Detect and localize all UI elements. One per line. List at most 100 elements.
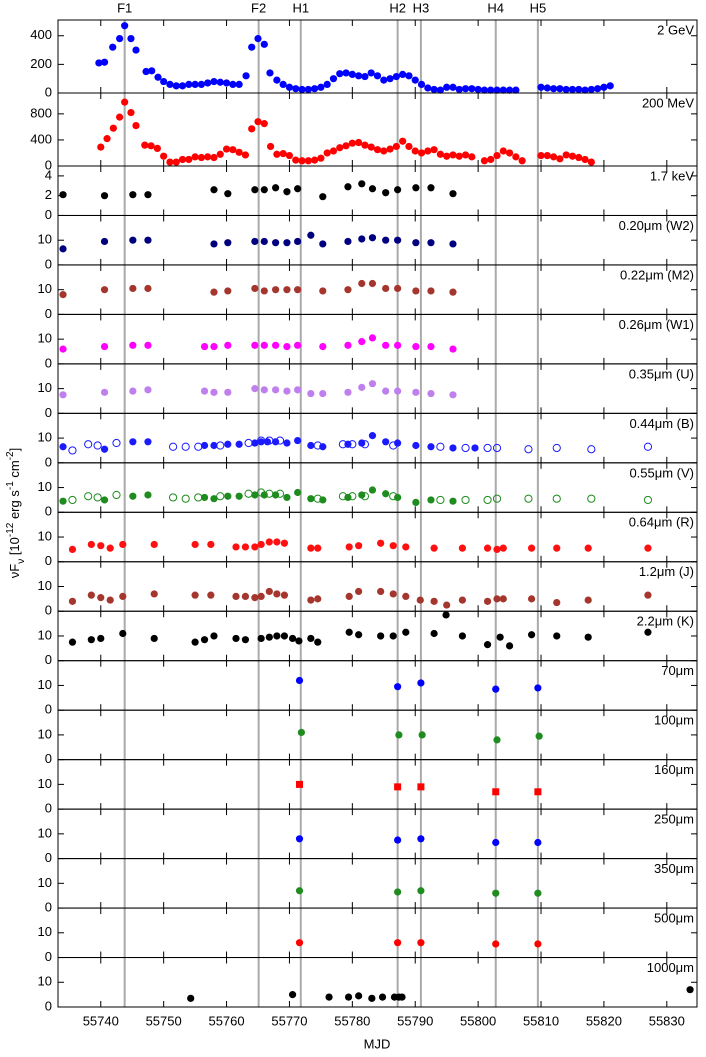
panel-label: 0.22μm (M2)	[620, 267, 694, 282]
data-point	[461, 495, 470, 505]
data-point	[232, 592, 240, 600]
data-point	[416, 596, 424, 604]
data-point	[386, 75, 394, 83]
data-point	[224, 388, 232, 396]
data-point	[492, 685, 500, 693]
panel-frame	[57, 709, 698, 761]
data-point	[285, 83, 294, 91]
data-point	[382, 189, 390, 197]
data-point	[644, 628, 652, 636]
data-point	[492, 838, 500, 847]
data-point	[553, 598, 561, 607]
data-point	[150, 634, 158, 643]
data-point	[367, 143, 375, 151]
panel-frame	[57, 214, 698, 266]
data-point	[59, 291, 67, 299]
data-point	[355, 587, 363, 596]
data-point	[643, 495, 653, 505]
y-tick-label: 10	[38, 825, 52, 840]
data-point	[348, 70, 356, 78]
data-point	[336, 144, 344, 152]
data-point	[257, 592, 265, 600]
data-point	[84, 440, 93, 449]
data-point	[109, 124, 117, 132]
data-point	[449, 391, 457, 399]
y-tick-label: 10	[38, 380, 52, 395]
x-tick-label: 55830	[649, 1013, 685, 1028]
data-point	[535, 732, 543, 740]
data-point	[168, 493, 178, 502]
data-point	[319, 342, 327, 351]
data-point	[260, 186, 268, 194]
data-point	[358, 383, 366, 391]
data-point	[59, 391, 67, 399]
data-point	[272, 286, 280, 294]
data-point	[260, 287, 268, 295]
y-tick-label: 0	[45, 157, 52, 172]
data-point	[550, 85, 558, 93]
data-point	[216, 150, 224, 158]
data-point	[319, 240, 327, 248]
data-point	[319, 287, 327, 295]
y-tick-label: 0	[45, 751, 52, 766]
data-point	[380, 147, 388, 155]
data-point	[411, 76, 419, 84]
data-point	[606, 82, 614, 90]
data-point	[587, 445, 596, 454]
panel-frame	[57, 313, 698, 365]
data-point	[207, 591, 215, 599]
data-point	[402, 628, 410, 636]
data-point	[361, 141, 369, 149]
data-point	[222, 145, 231, 153]
data-point	[241, 636, 250, 644]
panel-frame	[57, 660, 698, 711]
data-point	[283, 342, 291, 351]
data-point	[575, 153, 583, 162]
data-point	[487, 86, 495, 94]
data-point	[235, 440, 243, 448]
panel-frame	[57, 561, 698, 612]
data-point	[417, 939, 425, 947]
data-point	[298, 85, 306, 94]
y-tick-label: 2	[45, 187, 52, 202]
data-point	[272, 184, 280, 192]
data-point	[144, 191, 152, 199]
data-point	[116, 35, 124, 43]
data-point	[556, 85, 564, 93]
data-point	[207, 540, 215, 549]
data-point	[436, 150, 444, 158]
data-point	[348, 440, 357, 449]
data-point	[358, 235, 366, 243]
data-point	[187, 994, 195, 1002]
y-tick-label: 800	[30, 105, 52, 120]
y-tick-label: 0	[45, 405, 52, 420]
data-point	[59, 443, 67, 451]
data-point	[251, 491, 259, 499]
data-point	[283, 439, 291, 447]
data-point	[283, 239, 291, 247]
data-point	[311, 85, 319, 93]
data-point	[499, 147, 507, 155]
data-point	[254, 118, 262, 126]
data-point	[458, 596, 467, 604]
data-point	[294, 488, 302, 497]
data-point	[644, 591, 652, 599]
data-point	[194, 442, 203, 451]
data-point	[265, 633, 273, 641]
data-point	[144, 341, 152, 349]
data-point	[368, 234, 377, 242]
data-point	[172, 82, 180, 90]
data-point	[244, 438, 253, 448]
data-point	[430, 85, 438, 94]
data-point	[342, 69, 350, 77]
data-point	[405, 142, 413, 151]
data-point	[273, 632, 281, 640]
data-point	[100, 237, 109, 246]
data-point	[537, 151, 545, 160]
data-point	[127, 35, 135, 43]
data-point	[348, 139, 356, 147]
data-point	[373, 146, 382, 154]
data-point	[361, 72, 369, 81]
data-point	[313, 441, 322, 450]
data-point	[317, 154, 325, 162]
